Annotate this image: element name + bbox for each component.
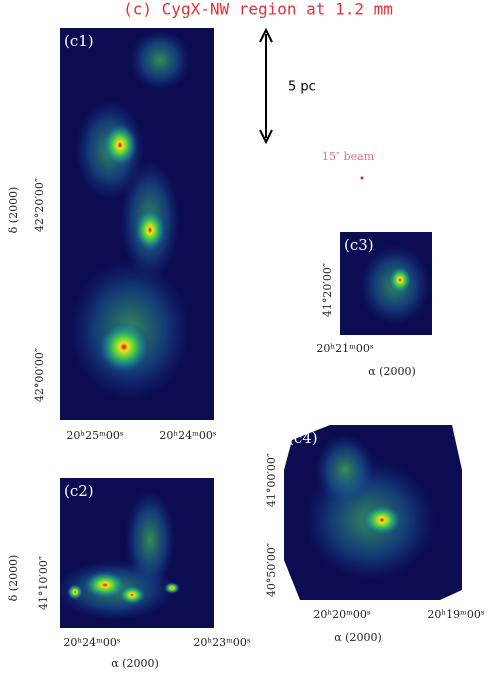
emission-clump bbox=[102, 123, 138, 167]
y-tick-label: 42°20′00″ bbox=[33, 178, 46, 232]
beam bbox=[360, 176, 364, 180]
x-axis-label: α (2000) bbox=[111, 657, 159, 670]
x-axis-label: α (2000) bbox=[334, 631, 382, 644]
panel-label: (c2) bbox=[64, 482, 94, 500]
emission-haze bbox=[315, 435, 375, 505]
emission-clump bbox=[67, 584, 83, 600]
emission-clump bbox=[118, 585, 146, 605]
emission bbox=[360, 245, 430, 325]
x-tick-label: 20ʰ25ᵐ00ˢ bbox=[66, 429, 123, 442]
emission-clump bbox=[164, 582, 180, 594]
emission-clump bbox=[134, 208, 166, 252]
emission bbox=[70, 30, 190, 400]
scale-label: 5 pc bbox=[288, 80, 316, 95]
emission-clump bbox=[83, 571, 127, 599]
x-tick-label: 20ʰ24ᵐ00ˢ bbox=[63, 636, 120, 649]
title: (c) CygX-NW region at 1.2 mm bbox=[123, 0, 393, 19]
emission bbox=[305, 435, 435, 580]
y-tick-label: 42°00′00″ bbox=[33, 348, 46, 402]
map-panel bbox=[340, 232, 432, 335]
y-tick-label: 41°10′00″ bbox=[37, 556, 50, 610]
y-axis-label: δ (2000) bbox=[7, 555, 20, 602]
y-tick-label: 40°50′00″ bbox=[265, 543, 278, 597]
emission-clump bbox=[388, 266, 412, 294]
panel-label: (c3) bbox=[344, 236, 374, 254]
emission-haze bbox=[130, 30, 190, 90]
y-axis-label: δ (2000) bbox=[7, 187, 20, 234]
x-tick-label: 20ʰ20ᵐ00ˢ bbox=[313, 608, 370, 621]
y-tick-label: 41°20′00″ bbox=[321, 263, 334, 317]
emission bbox=[60, 490, 180, 620]
emission-haze bbox=[125, 490, 175, 590]
x-tick-label: 20ʰ19ᵐ00ˢ bbox=[427, 608, 484, 621]
panel-label: (c1) bbox=[64, 32, 94, 50]
x-tick-label: 20ʰ21ᵐ00ˢ bbox=[316, 342, 373, 355]
map-panel bbox=[60, 478, 214, 628]
map-panel bbox=[284, 425, 462, 600]
beam-label: 15″ beam bbox=[322, 150, 375, 163]
emission-clump bbox=[362, 504, 402, 536]
scale-bar bbox=[259, 27, 273, 145]
x-tick-label: 20ʰ23ᵐ00ˢ bbox=[193, 636, 250, 649]
x-axis-label: α (2000) bbox=[368, 365, 416, 378]
panel-label: (c4) bbox=[288, 429, 318, 447]
x-tick-label: 20ʰ24ᵐ00ˢ bbox=[159, 429, 216, 442]
map-panel bbox=[60, 28, 214, 420]
y-tick-label: 41°00′00″ bbox=[265, 453, 278, 507]
emission-clump bbox=[98, 321, 150, 373]
